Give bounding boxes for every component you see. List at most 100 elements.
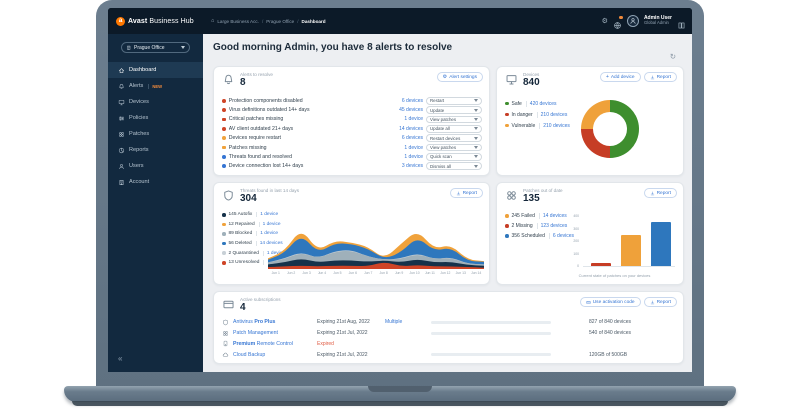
subscriptions-panel: Active subscriptions 4 Use activation co… [213, 291, 684, 364]
alert-action-select[interactable]: View patches [426, 115, 482, 124]
alert-action-select[interactable]: Restart [426, 96, 482, 105]
alert-row: Patches missing 1 device View patches [222, 143, 482, 152]
user-block[interactable]: Admin User Global Admin [643, 14, 672, 27]
laptop-notch [368, 386, 432, 392]
legend-devices-link[interactable]: 210 devices [539, 122, 570, 129]
subscriptions-list: Antivirus Pro Plus Expiring 21st Aug, 20… [222, 317, 675, 360]
subscription-name-link[interactable]: Antivirus Pro Plus [233, 319, 276, 326]
alert-action-label: Quick scan [430, 154, 452, 160]
alert-action-select[interactable]: Restart devices [426, 134, 482, 143]
alert-devices-link[interactable]: 1 device [404, 144, 423, 151]
org-selector[interactable]: Prague Office [121, 42, 190, 53]
sidebar-item[interactable]: Devices [108, 94, 203, 110]
sidebar-item[interactable]: Reports [108, 142, 203, 158]
alert-action-select[interactable]: Dismiss all [426, 162, 482, 171]
legend-devices-link[interactable]: 1 device [262, 250, 285, 256]
legend-item: Safe 420 devices [505, 98, 570, 109]
legend-label: Vulnerable [511, 122, 536, 129]
chevron-down-icon [474, 108, 478, 112]
subscriptions-report-button[interactable]: Report [643, 297, 677, 307]
breadcrumb-item[interactable]: Large Business Acc. [217, 18, 259, 24]
x-axis-tick-label: Jun 7 [364, 271, 373, 275]
alert-severity-icon [222, 145, 226, 150]
use-activation-code-button[interactable]: Use activation code [579, 297, 641, 307]
threats-x-axis: Jun 1 Jun 2 Jun 3 Jun 4 Jun 5 Jun 6 Jun 7 Jun 8… [268, 271, 484, 275]
legend-devices-link[interactable]: 1 device [258, 221, 281, 227]
alert-action-select[interactable]: View patches [426, 143, 482, 152]
sidebar-item-icon [118, 115, 125, 122]
legend-devices-link[interactable]: 14 devices [255, 241, 283, 247]
sidebar-item[interactable]: Account [108, 174, 203, 190]
legend-devices-link[interactable]: 123 devices [536, 223, 567, 229]
legend-devices-link[interactable]: 1 device [256, 231, 278, 237]
alert-devices-link[interactable]: 1 device [404, 153, 423, 160]
legend-label: 56 Deleted [228, 241, 252, 247]
sidebar-item-label: Reports [129, 147, 149, 153]
patches-panel: Patches out of date 135 Report 245 Faile… [496, 182, 684, 285]
knowledge-book-icon[interactable] [677, 17, 686, 28]
subscription-name-link[interactable]: Patch Management [233, 330, 278, 337]
legend-dot [505, 224, 509, 228]
alert-devices-link[interactable]: 3 devices [401, 163, 423, 170]
alert-devices-link[interactable]: 6 devices [401, 97, 423, 104]
add-device-button[interactable]: + Add device [599, 72, 641, 82]
breadcrumb-item[interactable]: Dashboard [301, 18, 326, 24]
notifications-globe-icon[interactable] [613, 15, 623, 29]
sidebar-item[interactable]: Policies [108, 110, 203, 126]
y-axis-tick-label: 200 [573, 239, 579, 244]
sidebar-item[interactable]: Patches [108, 126, 203, 142]
sidebar-item-icon [118, 131, 125, 138]
breadcrumb-item[interactable]: Prague Office [266, 18, 295, 24]
alert-action-select[interactable]: Quick scan [426, 153, 482, 161]
legend-item: 2 Quarantined 1 device [222, 248, 285, 258]
topbar: a Avast Business Hub ⌂ Large Business Ac… [108, 8, 692, 34]
user-name: Admin User [643, 14, 672, 21]
patches-head-text: Patches out of date 135 [523, 188, 563, 205]
legend-dot [222, 213, 226, 217]
subscription-icon [222, 351, 233, 358]
alert-settings-button[interactable]: ⚙ Alert settings [436, 72, 483, 82]
alert-devices-link[interactable]: 6 devices [401, 135, 423, 142]
threats-report-button[interactable]: Report [449, 188, 483, 198]
devices-panel: Devices 840 + Add device Report [496, 66, 684, 176]
alert-action-select[interactable]: Update [426, 106, 482, 114]
patches-report-button[interactable]: Report [643, 188, 677, 198]
legend-label: Safe [511, 100, 522, 107]
user-avatar[interactable] [626, 15, 639, 27]
alert-action-label: Update all [430, 126, 450, 132]
legend-devices-link[interactable]: 1 device [256, 212, 278, 218]
settings-gear-icon[interactable]: ⚙ [601, 17, 608, 25]
subscription-tag-link[interactable]: Multiple [385, 319, 403, 326]
refresh-icon[interactable]: ↻ [669, 52, 676, 61]
laptop-base [64, 386, 736, 402]
gear-icon: ⚙ [442, 73, 448, 80]
legend-dot [505, 214, 509, 218]
sidebar-item[interactable]: Alerts NEW [108, 78, 203, 94]
subscription-name-link[interactable]: Premium Remote Control [233, 340, 293, 347]
legend-label: 2 Missing [511, 223, 533, 229]
subscription-row: Cloud Backup Expiring 21st Jul, 2022 120… [222, 349, 675, 360]
alert-devices-link[interactable]: 1 device [404, 116, 423, 123]
alert-action-select[interactable]: Update all [426, 124, 482, 133]
devices-report-button[interactable]: Report [643, 72, 677, 82]
alert-action-label: View patches [430, 116, 457, 122]
legend-devices-link[interactable]: 420 devices [525, 100, 556, 107]
alert-row: Critical patches missing 1 device View p… [222, 115, 482, 124]
patches-icon [505, 189, 518, 202]
x-axis-tick-label: Jun 6 [348, 271, 357, 275]
legend-devices-link[interactable]: 14 devices [538, 213, 567, 219]
legend-item: Vulnerable 210 devices [505, 120, 570, 131]
alert-devices-link[interactable]: 45 devices [399, 107, 423, 114]
sidebar-item[interactable]: Dashboard [108, 62, 203, 78]
sidebar-item[interactable]: Users [108, 158, 203, 174]
legend-devices-link[interactable]: 6 devices [548, 233, 574, 239]
legend-label: 2 Quarantined [228, 250, 259, 256]
legend-item: 2 Missing 123 devices [505, 221, 574, 231]
subscription-name-link[interactable]: Cloud Backup [233, 351, 266, 358]
devices-title: Devices [523, 72, 540, 77]
sidebar-collapse-button[interactable]: « [118, 354, 123, 363]
alert-devices-link[interactable]: 14 devices [399, 125, 423, 132]
chevron-down-icon [474, 155, 478, 159]
alert-label: Patches missing [228, 144, 267, 151]
legend-devices-link[interactable]: 210 devices [536, 111, 567, 118]
